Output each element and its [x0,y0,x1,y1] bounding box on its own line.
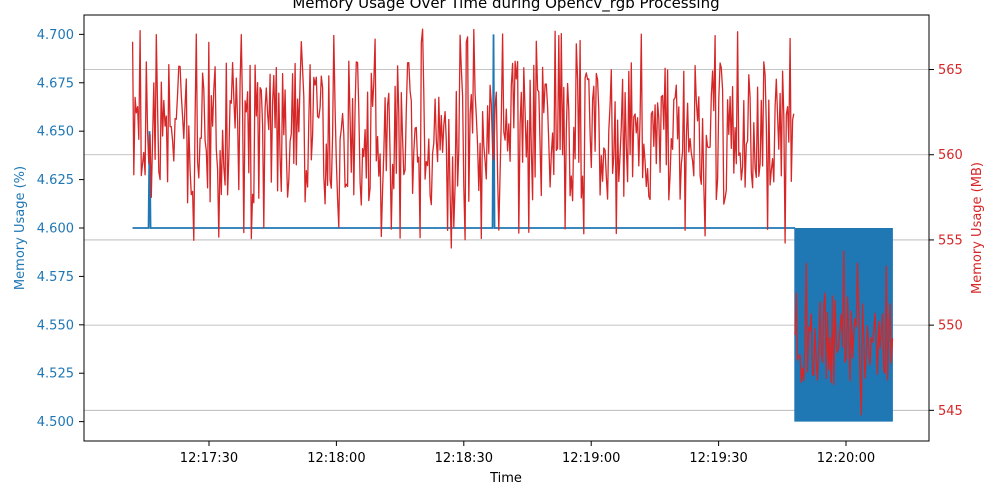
x-tick-label: 12:20:00 [817,451,875,466]
y-axis-left-title: Memory Usage (%) [13,166,28,290]
y-left-tick-label: 4.675 [37,76,74,91]
x-tick-label: 12:19:30 [689,451,747,466]
series-mb-line [131,28,795,249]
series-memory-percent [132,34,893,422]
y-axis-right: 545 550 555 560 565 [929,63,963,419]
x-axis: 12:17:30 12:18:00 12:18:30 12:19:00 12:19:30… [180,441,875,466]
series-percent-band [794,227,893,422]
y-axis-right-title: Memory Usage (MB) [970,162,985,294]
y-left-tick-label: 4.500 [37,415,74,430]
x-tick-label: 12:17:30 [180,451,238,466]
series-percent-line [132,34,796,229]
y-left-tick-label: 4.550 [37,318,74,333]
x-axis-title: Time [489,471,522,486]
y-right-tick-label: 565 [938,63,963,78]
x-tick-label: 12:18:00 [307,451,365,466]
y-left-tick-label: 4.525 [37,367,74,382]
x-tick-label: 12:18:30 [435,451,493,466]
series-mb-line [794,250,894,416]
chart-title: Memory Usage Over Time during Opencv_rgb… [292,0,719,13]
y-left-tick-label: 4.625 [37,173,74,188]
y-right-tick-label: 555 [938,233,963,248]
y-right-tick-label: 550 [938,319,963,334]
y-left-tick-label: 4.600 [37,222,74,237]
x-tick-label: 12:19:00 [562,451,620,466]
y-left-tick-label: 4.700 [37,28,74,43]
y-left-tick-label: 4.650 [37,125,74,140]
y-right-tick-label: 545 [938,404,963,419]
y-right-tick-label: 560 [938,148,963,163]
series-memory-mb [131,28,894,416]
y-left-tick-label: 4.575 [37,270,74,285]
y-axis-left: 4.500 4.525 4.550 4.575 4.600 4.625 4.650 4.675… [37,28,84,430]
